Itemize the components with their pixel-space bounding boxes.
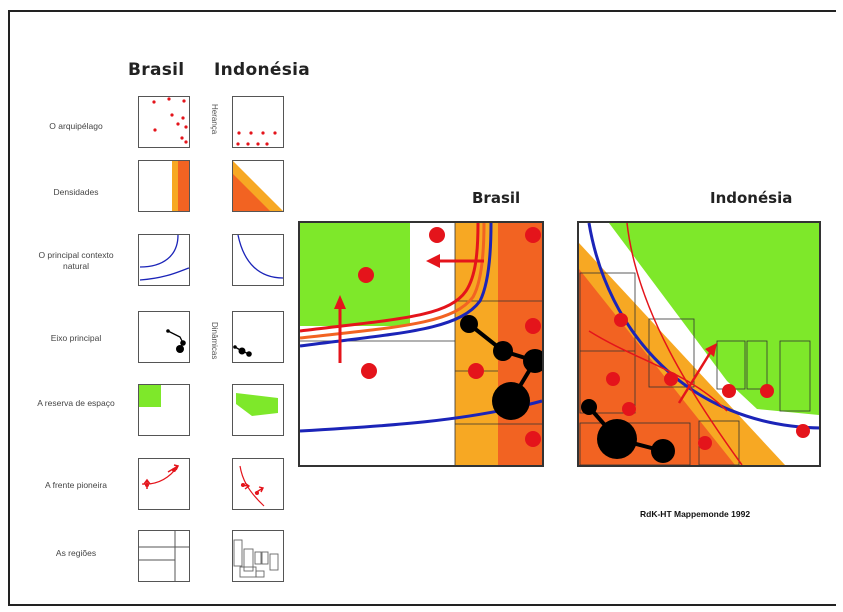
brasil-column-heading: Brasil xyxy=(128,60,185,80)
indonesia-densidades-thumb xyxy=(232,160,284,212)
figure-frame xyxy=(8,10,836,606)
row-label-eixo-principal: Eixo principal xyxy=(50,333,102,343)
side-label-dinamicas: Dinâmicas xyxy=(210,322,219,360)
row-label-arquipelago: O arquipélago xyxy=(49,121,103,131)
brasil-map-title: Brasil xyxy=(472,189,521,207)
row-label-contexto-natural: O principal contexto natural xyxy=(38,250,114,271)
brasil-synthesis-map xyxy=(298,221,544,467)
credit-line: RdK-HT Mappemonde 1992 xyxy=(640,509,751,519)
indonesia-contexto-natural-thumb xyxy=(232,234,284,286)
indonesia-arquipelago-thumb xyxy=(232,96,284,148)
row-label-densidades: Densidades xyxy=(53,187,99,197)
row-label-regioes: As regiões xyxy=(55,548,97,558)
indonesia-map-title: Indonésia xyxy=(710,189,793,207)
brasil-eixo-principal-thumb xyxy=(138,311,190,363)
brasil-regioes-thumb xyxy=(138,530,190,582)
brasil-frente-pioneira-thumb xyxy=(138,458,190,510)
row-label-reserva-espaco: A reserva de espaço xyxy=(37,398,115,408)
indonesia-column-heading: Indonésia xyxy=(214,60,311,80)
indonesia-regioes-thumb xyxy=(232,530,284,582)
brasil-contexto-natural-thumb xyxy=(138,234,190,286)
row-label-frente-pioneira: A frente pioneira xyxy=(45,480,107,490)
indonesia-reserva-espaco-thumb xyxy=(232,384,284,436)
brasil-reserva-espaco-thumb xyxy=(138,384,190,436)
indonesia-frente-pioneira-thumb xyxy=(232,458,284,510)
brasil-densidades-thumb xyxy=(138,160,190,212)
indonesia-eixo-principal-thumb xyxy=(232,311,284,363)
indonesia-synthesis-map xyxy=(577,221,821,467)
brasil-arquipelago-thumb xyxy=(138,96,190,148)
side-label-heranca: Herança xyxy=(210,104,219,135)
